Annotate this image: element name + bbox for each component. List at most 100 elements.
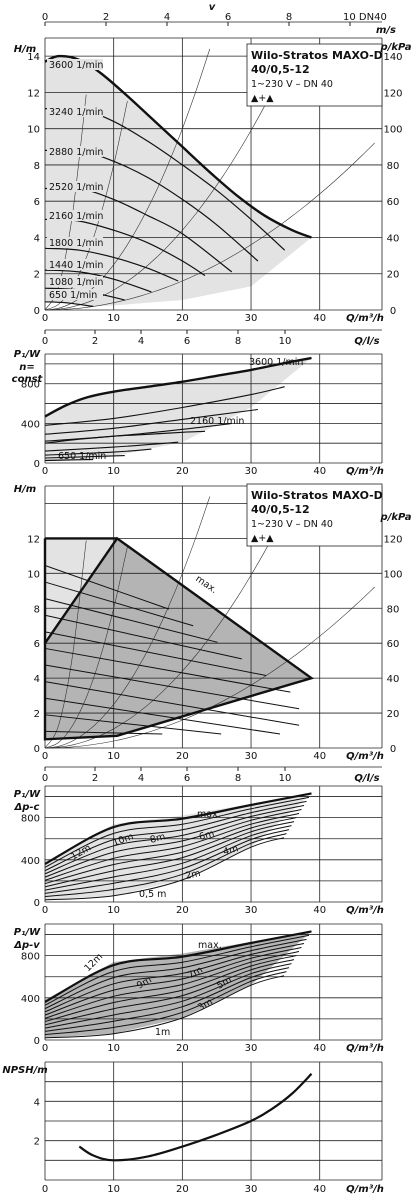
x-tick-label: 20 (176, 751, 189, 762)
power-control-curve (44, 934, 310, 1006)
y-tick-label: 0 (34, 459, 40, 470)
curve-label: 2520 1/min (49, 182, 103, 193)
y-axis-label: NPSH/m (2, 1065, 47, 1076)
power-control-curve (44, 975, 285, 1039)
x-tick-label: 30 (245, 905, 258, 916)
x-tick-label: 20 (176, 313, 189, 324)
qls-tick-label: 0 (42, 336, 48, 347)
curve-label: 2880 1/min (49, 147, 103, 158)
curve-label-bg (47, 210, 103, 221)
curve-label-bg (47, 276, 103, 287)
y-tick-label: 8 (34, 604, 40, 615)
velocity-tick-label: 4 (164, 12, 170, 23)
power-control-curve (44, 825, 292, 891)
power-curve (44, 441, 179, 452)
y-tick-label: 2 (34, 709, 40, 720)
curve-label: 4m (222, 843, 240, 858)
system-curve (44, 51, 293, 311)
y-right-tick-label: 140 (383, 52, 402, 63)
curve-label-bg (47, 59, 103, 70)
qls-tick-label: 6 (184, 336, 190, 347)
control-curve (44, 681, 300, 726)
y-tick-label: 400 (21, 994, 40, 1005)
curve-label: 650 1/min (58, 451, 106, 462)
curve-label: 1m (155, 1027, 170, 1038)
y-axis-label: P₁/W (14, 927, 41, 938)
curve-label-bg (47, 146, 103, 157)
y-tick-label: 4 (34, 1097, 40, 1108)
speed-curve (44, 269, 152, 293)
curve-label: 1440 1/min (49, 260, 103, 271)
pump-model-name: Wilo-Stratos MAXO-D (251, 49, 383, 62)
power-control-curve (44, 792, 312, 865)
y-right-tick-label: 120 (383, 88, 402, 99)
curve-label-bg (47, 259, 103, 270)
qls-tick-label: 10 (279, 336, 292, 347)
power-curve (44, 356, 312, 418)
y-tick-label: 0 (34, 306, 40, 317)
y-right-tick-label: 80 (387, 161, 400, 172)
x-tick-label: 30 (245, 751, 258, 762)
power-control-curve (44, 971, 287, 1036)
x-tick-label: 0 (42, 1184, 48, 1195)
curve-label: 1080 1/min (49, 277, 103, 288)
power-control-curve (44, 805, 305, 875)
npsh-curve (78, 1073, 313, 1162)
y-right-axis-label: p/kPa (380, 42, 412, 53)
pump-symbol-icon: ▲+▲ (251, 93, 274, 104)
power-control-curve (44, 955, 297, 1023)
x-tick-label: 0 (42, 313, 48, 324)
qls-tick-label: 0 (42, 773, 48, 784)
x-axis-label: Q/m³/h (346, 1184, 384, 1195)
system-curve (44, 48, 211, 311)
y-tick-label: 800 (21, 380, 40, 391)
y-tick-label: 10 (27, 125, 40, 136)
power-control-curve (44, 938, 307, 1010)
x-tick-label: 20 (176, 466, 189, 477)
power-control-curve (44, 930, 312, 1003)
power-curve (44, 455, 125, 459)
x-axis-label: Q/m³/h (346, 751, 384, 762)
curve-label-bg (47, 106, 103, 117)
power-control-curve (44, 829, 290, 894)
pump-model-name: Wilo-Stratos MAXO-D (251, 489, 383, 502)
system-curve (44, 496, 211, 749)
velocity-unit: m/s (376, 25, 396, 36)
x-tick-label: 20 (176, 1043, 189, 1054)
x-tick-label: 30 (245, 313, 258, 324)
x-tick-label: 10 (107, 466, 120, 477)
x-tick-label: 0 (42, 1043, 48, 1054)
power-control-curve (44, 817, 297, 885)
y-right-tick-label: 0 (390, 744, 396, 755)
x-tick-label: 30 (245, 1184, 258, 1195)
x-tick-label: 10 (107, 1043, 120, 1054)
pump-supply-info: 1~230 V – DN 40 (251, 79, 333, 90)
power-control-curve (44, 837, 285, 901)
y-right-tick-label: 0 (390, 306, 396, 317)
control-curve (44, 697, 281, 735)
y-axis-label-mode: n= (19, 362, 35, 373)
envelope-curve (43, 536, 315, 741)
qls-tick-label: 6 (184, 773, 190, 784)
velocity-label: v (209, 2, 216, 13)
y-axis-label-mode: Δp-v (13, 940, 40, 951)
power-control-curve (44, 963, 292, 1029)
curve-label-bg (47, 181, 103, 192)
velocity-tick-label: 0 (42, 12, 48, 23)
power-curve (44, 386, 285, 426)
power-control-curve (44, 947, 302, 1016)
curve-label: 2m (184, 868, 201, 882)
qls-unit: Q/l/s (354, 773, 379, 784)
x-tick-label: 40 (313, 905, 326, 916)
y-tick-label: 800 (21, 952, 40, 963)
qls-tick-label: 2 (92, 336, 98, 347)
speed-curve (44, 301, 94, 307)
power-range-fill (45, 931, 312, 1038)
pump-model-size: 40/0,5-12 (251, 63, 310, 76)
y-axis-label-mode2: const (12, 374, 44, 385)
curve-label: 3600 1/min (49, 60, 103, 71)
qls-unit: Q/l/s (354, 336, 379, 347)
curve-label: 650 1/min (49, 290, 97, 301)
velocity-tick-label: 10 DN40 (343, 12, 387, 23)
power-curve (44, 448, 152, 456)
